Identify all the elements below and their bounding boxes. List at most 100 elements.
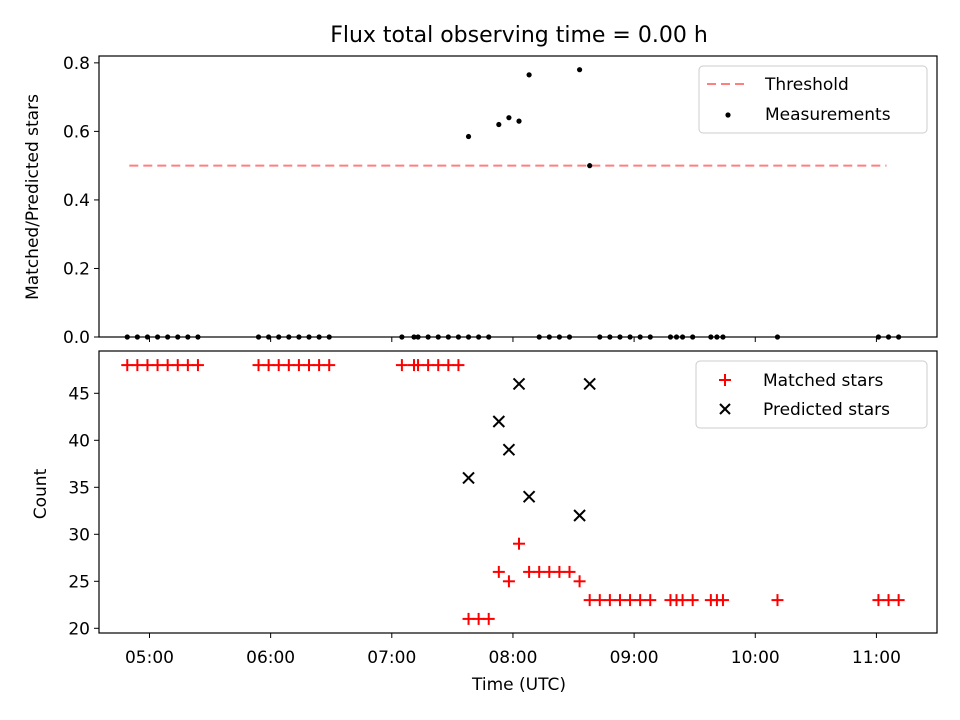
measurement-point	[546, 334, 552, 340]
y-tick-label: 30	[68, 525, 90, 545]
predicted-legend-label: Predicted stars	[763, 400, 890, 420]
measurement-point	[566, 334, 573, 340]
measurement-point	[627, 334, 633, 340]
x-tick-label: 08:00	[488, 648, 537, 668]
measurements-legend-dot-icon	[725, 112, 731, 118]
matched-star-point	[583, 594, 596, 607]
measurement-point	[195, 334, 201, 340]
measurement-point	[708, 334, 714, 340]
measurement-point	[587, 163, 593, 169]
matched-star-point	[502, 575, 515, 588]
y-tick-label: 0.6	[63, 122, 90, 142]
measurement-point	[165, 334, 171, 340]
measurement-point	[486, 334, 492, 340]
matched-star-point	[613, 594, 626, 607]
matched-star-point	[151, 359, 164, 372]
predicted-star-point	[512, 377, 526, 391]
matched-star-point	[482, 612, 495, 625]
threshold-legend-label: Threshold	[764, 75, 849, 95]
measurement-point	[896, 334, 902, 340]
ratio-legend: Threshold Measurements	[698, 65, 928, 134]
x-tick-label: 05:00	[125, 648, 174, 668]
matched-star-point	[644, 594, 657, 607]
measurement-point	[425, 334, 431, 340]
y-tick-label: 0.2	[63, 259, 90, 279]
predicted-legend-x-icon	[719, 403, 731, 415]
matched-star-point	[892, 594, 905, 607]
measurement-point	[326, 334, 332, 340]
matched-star-point	[181, 359, 194, 372]
measurement-point	[526, 72, 532, 78]
predicted-star-point	[573, 509, 586, 522]
matched-star-point	[686, 594, 699, 607]
y-tick-label: 45	[68, 384, 90, 404]
measurement-point	[690, 334, 696, 340]
measurement-point	[647, 334, 653, 340]
matched-star-point	[121, 359, 134, 372]
measurement-point	[134, 334, 140, 340]
matched-star-point	[272, 359, 285, 372]
matched-star-point	[543, 565, 556, 578]
matched-star-point	[716, 594, 729, 607]
count-y-axis-label: Count	[31, 468, 51, 519]
y-tick-label: 0.4	[63, 191, 90, 211]
measurement-point	[720, 334, 726, 340]
measurement-point	[266, 334, 272, 340]
measurement-point	[286, 334, 292, 340]
matched-star-point	[313, 359, 326, 372]
count-panel: 20 25 30 35 40 45 05:00 06:00 07:00 08:00 09:00 10…	[31, 350, 938, 695]
matched-star-point	[161, 359, 174, 372]
y-tick-label: 35	[68, 478, 90, 498]
y-tick-label: 25	[68, 572, 90, 592]
measurement-point	[399, 334, 405, 340]
measurement-point	[124, 334, 130, 340]
x-tick-label: 11:00	[852, 648, 901, 668]
measurement-point	[607, 334, 613, 340]
x-tick-label: 10:00	[731, 648, 780, 668]
measurement-point	[576, 67, 583, 73]
measurement-point	[496, 121, 502, 128]
measurement-point	[536, 334, 542, 340]
matched-star-point	[492, 565, 505, 578]
matched-star-point	[634, 594, 647, 607]
matched-star-point	[533, 565, 546, 578]
measurement-point	[465, 133, 472, 140]
matched-star-point	[573, 575, 586, 588]
measurement-point	[465, 334, 472, 340]
y-tick-label: 40	[68, 431, 90, 451]
x-tick-label: 06:00	[246, 648, 295, 668]
matched-star-point	[513, 537, 526, 550]
matched-star-point	[292, 359, 305, 372]
matched-star-point	[603, 594, 616, 607]
measurement-point	[637, 334, 643, 340]
matched-star-point	[676, 594, 689, 607]
measurement-point	[516, 118, 522, 124]
measurement-point	[411, 334, 417, 340]
count-legend: Matched stars Predicted stars	[695, 360, 928, 429]
measurement-point	[455, 334, 462, 340]
measurement-point	[154, 334, 161, 340]
measurement-point	[306, 334, 312, 340]
matched-legend-label: Matched stars	[763, 371, 883, 391]
measurement-point	[679, 334, 686, 340]
measurement-point	[316, 334, 322, 340]
matched-star-point	[872, 594, 885, 607]
measurement-point	[276, 334, 282, 340]
measurement-point	[175, 334, 181, 340]
matched-star-point	[624, 594, 637, 607]
predicted-star-point	[492, 415, 506, 428]
measurement-point	[556, 334, 562, 340]
matched-star-point	[771, 594, 784, 607]
matched-star-point	[141, 359, 154, 372]
chart-title: Flux total observing time = 0.00 h	[330, 23, 708, 48]
matched-star-point	[472, 612, 485, 625]
y-tick-label: 0.0	[63, 328, 90, 348]
ratio-y-axis-label: Matched/Predicted stars	[23, 94, 43, 300]
measurement-point	[617, 334, 623, 340]
matched-star-point	[131, 359, 144, 372]
measurement-point	[597, 334, 603, 340]
predicted-star-point	[462, 471, 475, 485]
matched-legend-plus-icon	[719, 374, 731, 386]
matched-star-point	[432, 359, 445, 372]
